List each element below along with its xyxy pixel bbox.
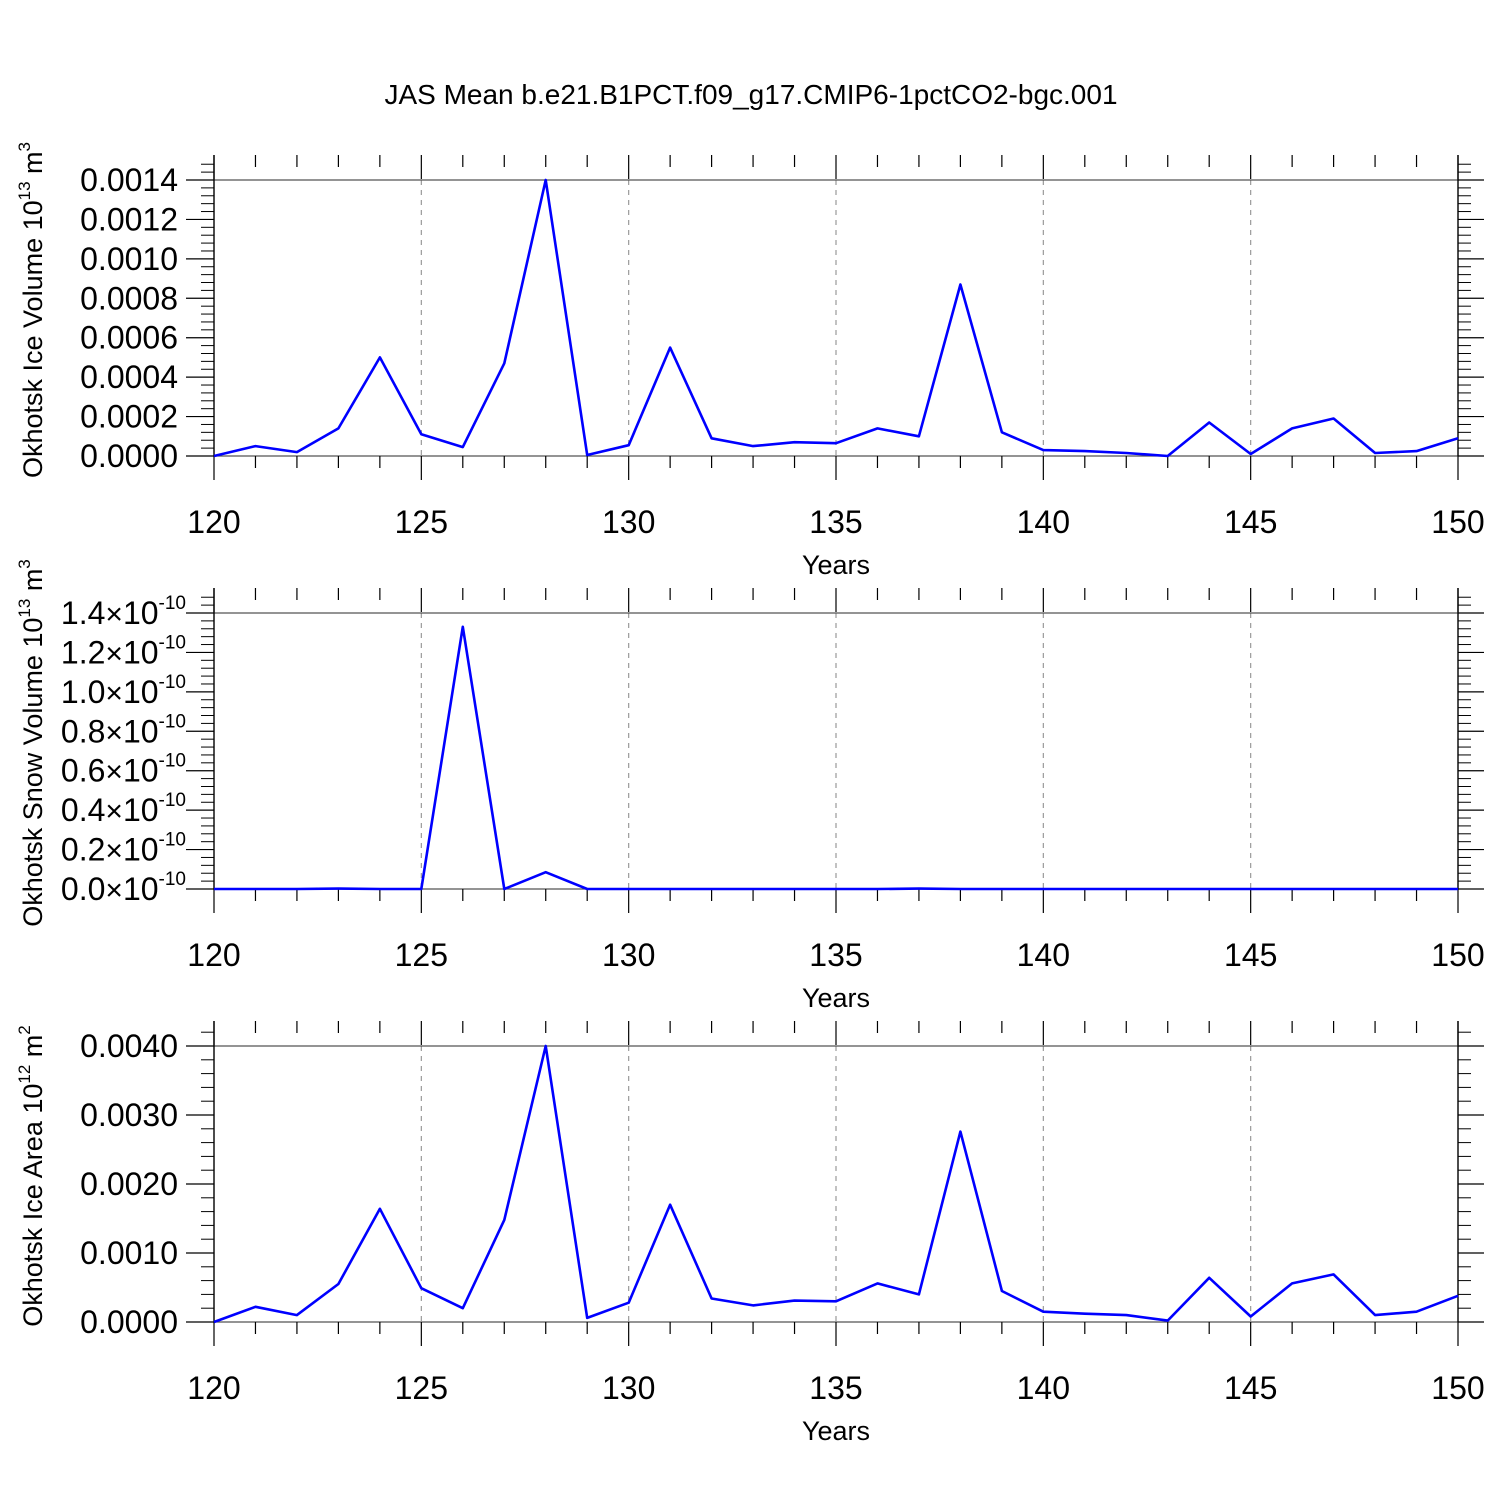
x-tick-label: 120	[187, 1370, 240, 1406]
chart-panel-2: 120 125 130 135 140 145 150 Years 0.0×10-100.2×1…	[15, 559, 1485, 1013]
x-tick-label: 150	[1431, 504, 1484, 540]
series-line	[213, 178, 1459, 458]
y-tick-label: 0.0010	[80, 1235, 178, 1271]
x-tick-label: 140	[1017, 504, 1070, 540]
y-tick-label: 0.0012	[80, 201, 178, 237]
y-tick-label: 0.0014	[80, 162, 178, 198]
x-tick-label: 130	[602, 937, 655, 973]
x-tick-label: 125	[395, 504, 448, 540]
x-tick-label: 140	[1017, 937, 1070, 973]
y-tick-label: 0.8×10-10	[61, 711, 186, 749]
y-tick-label: 0.0000	[80, 1304, 178, 1340]
y-tick-label: 0.0010	[80, 241, 178, 277]
x-axis-label: Years	[802, 1416, 870, 1446]
x-tick-label: 125	[395, 1370, 448, 1406]
chart-panel-3: 120 125 130 135 140 145 150 Years 0.0000 0.0010 0.…	[15, 1021, 1485, 1446]
x-axis-label: Years	[802, 983, 870, 1013]
x-tick-label: 130	[602, 504, 655, 540]
y-tick-label: 1.2×10-10	[61, 632, 186, 670]
x-tick-label: 120	[187, 937, 240, 973]
y-tick-label: 0.0020	[80, 1166, 178, 1202]
y-tick-label: 0.0002	[80, 399, 178, 435]
y-tick-label: 0.0008	[80, 280, 178, 316]
x-tick-label: 145	[1224, 1370, 1277, 1406]
x-tick-label: 135	[809, 504, 862, 540]
x-tick-label: 135	[809, 1370, 862, 1406]
y-tick-label: 1.0×10-10	[61, 672, 186, 710]
figure-title: JAS Mean b.e21.B1PCT.f09_g17.CMIP6-1pctC…	[384, 79, 1117, 110]
x-tick-label: 150	[1431, 1370, 1484, 1406]
y-tick-label: 0.4×10-10	[61, 790, 186, 828]
x-tick-label: 150	[1431, 937, 1484, 973]
y-axis-label: Okhotsk Ice Area 1012 m2	[15, 1025, 48, 1327]
x-tick-label: 140	[1017, 1370, 1070, 1406]
y-axis-label: Okhotsk Snow Volume 1013 m3	[15, 559, 48, 927]
x-tick-label: 145	[1224, 504, 1277, 540]
y-tick-label: 1.4×10-10	[61, 593, 186, 631]
y-tick-label: 0.0030	[80, 1097, 178, 1133]
y-tick-label: 0.0004	[80, 359, 178, 395]
y-tick-label: 0.2×10-10	[61, 830, 186, 868]
x-tick-label: 145	[1224, 937, 1277, 973]
x-tick-label: 135	[809, 937, 862, 973]
y-tick-label: 0.0×10-10	[61, 869, 186, 907]
panels: 120 125 130 135 140 145 150Years0.00000.00020.…	[15, 142, 1485, 1446]
x-tick-label: 120	[187, 504, 240, 540]
y-tick-label: 0.0000	[80, 438, 178, 474]
x-tick-label: 130	[602, 1370, 655, 1406]
y-tick-label: 0.6×10-10	[61, 751, 186, 789]
y-tick-label: 0.0006	[80, 320, 178, 356]
x-tick-label: 125	[395, 937, 448, 973]
y-axis-label: Okhotsk Ice Volume 1013 m3	[15, 142, 48, 478]
x-axis-label: Years	[802, 550, 870, 580]
y-tick-label: 0.0040	[80, 1028, 178, 1064]
